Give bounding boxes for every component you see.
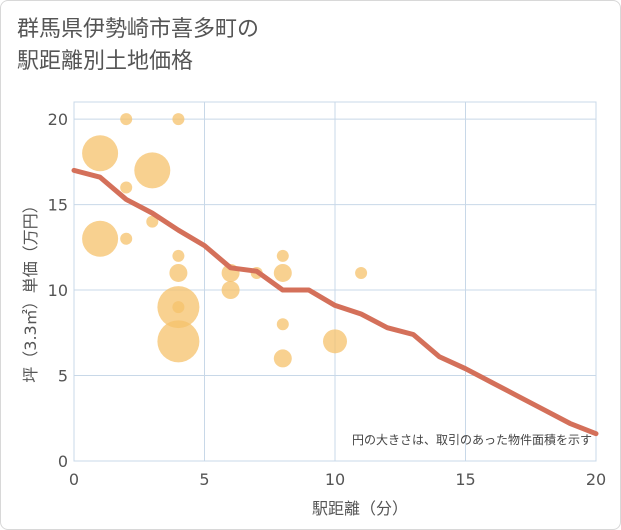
- data-point: [273, 349, 292, 368]
- tick-labels: 0 5 10 15 20 0 5 10 15 20: [48, 110, 607, 489]
- y-tick-label: 0: [58, 452, 68, 471]
- data-point: [273, 263, 292, 282]
- data-point: [169, 263, 188, 282]
- data-point: [120, 181, 133, 194]
- data-point: [172, 113, 185, 126]
- data-point: [120, 232, 133, 245]
- data-point: [172, 249, 185, 262]
- data-point: [276, 249, 289, 262]
- grid: [73, 101, 597, 462]
- y-tick-label: 15: [48, 196, 68, 215]
- x-tick-label: 15: [455, 470, 475, 489]
- data-point: [120, 113, 133, 126]
- y-tick-label: 10: [48, 281, 68, 300]
- x-axis-label: 駅距離（分）: [312, 499, 408, 518]
- y-tick-label: 20: [48, 110, 68, 129]
- trend-line-group: [71, 167, 599, 437]
- data-point: [134, 152, 171, 189]
- size-note: 円の大きさは、取引のあった物件面積を示す: [352, 432, 592, 447]
- y-axis-label: 坪（3.3㎡）単価（万円）: [21, 197, 40, 382]
- data-point: [221, 281, 240, 300]
- data-point: [276, 318, 289, 331]
- chart-title: 群馬県伊勢崎市喜多町の 駅距離別土地価格: [17, 17, 260, 74]
- data-point: [323, 329, 347, 354]
- data-point: [82, 135, 119, 172]
- data-point: [172, 301, 185, 314]
- x-tick-label: 0: [69, 470, 79, 489]
- x-tick-label: 10: [325, 470, 345, 489]
- data-point: [355, 266, 368, 279]
- x-tick-label: 5: [199, 470, 209, 489]
- data-point: [82, 220, 119, 257]
- x-tick-label: 20: [586, 470, 606, 489]
- trend-line: [71, 167, 599, 437]
- data-point: [146, 215, 159, 228]
- bubbles: [82, 113, 368, 368]
- data-point: [157, 320, 200, 363]
- y-tick-label: 5: [58, 367, 68, 386]
